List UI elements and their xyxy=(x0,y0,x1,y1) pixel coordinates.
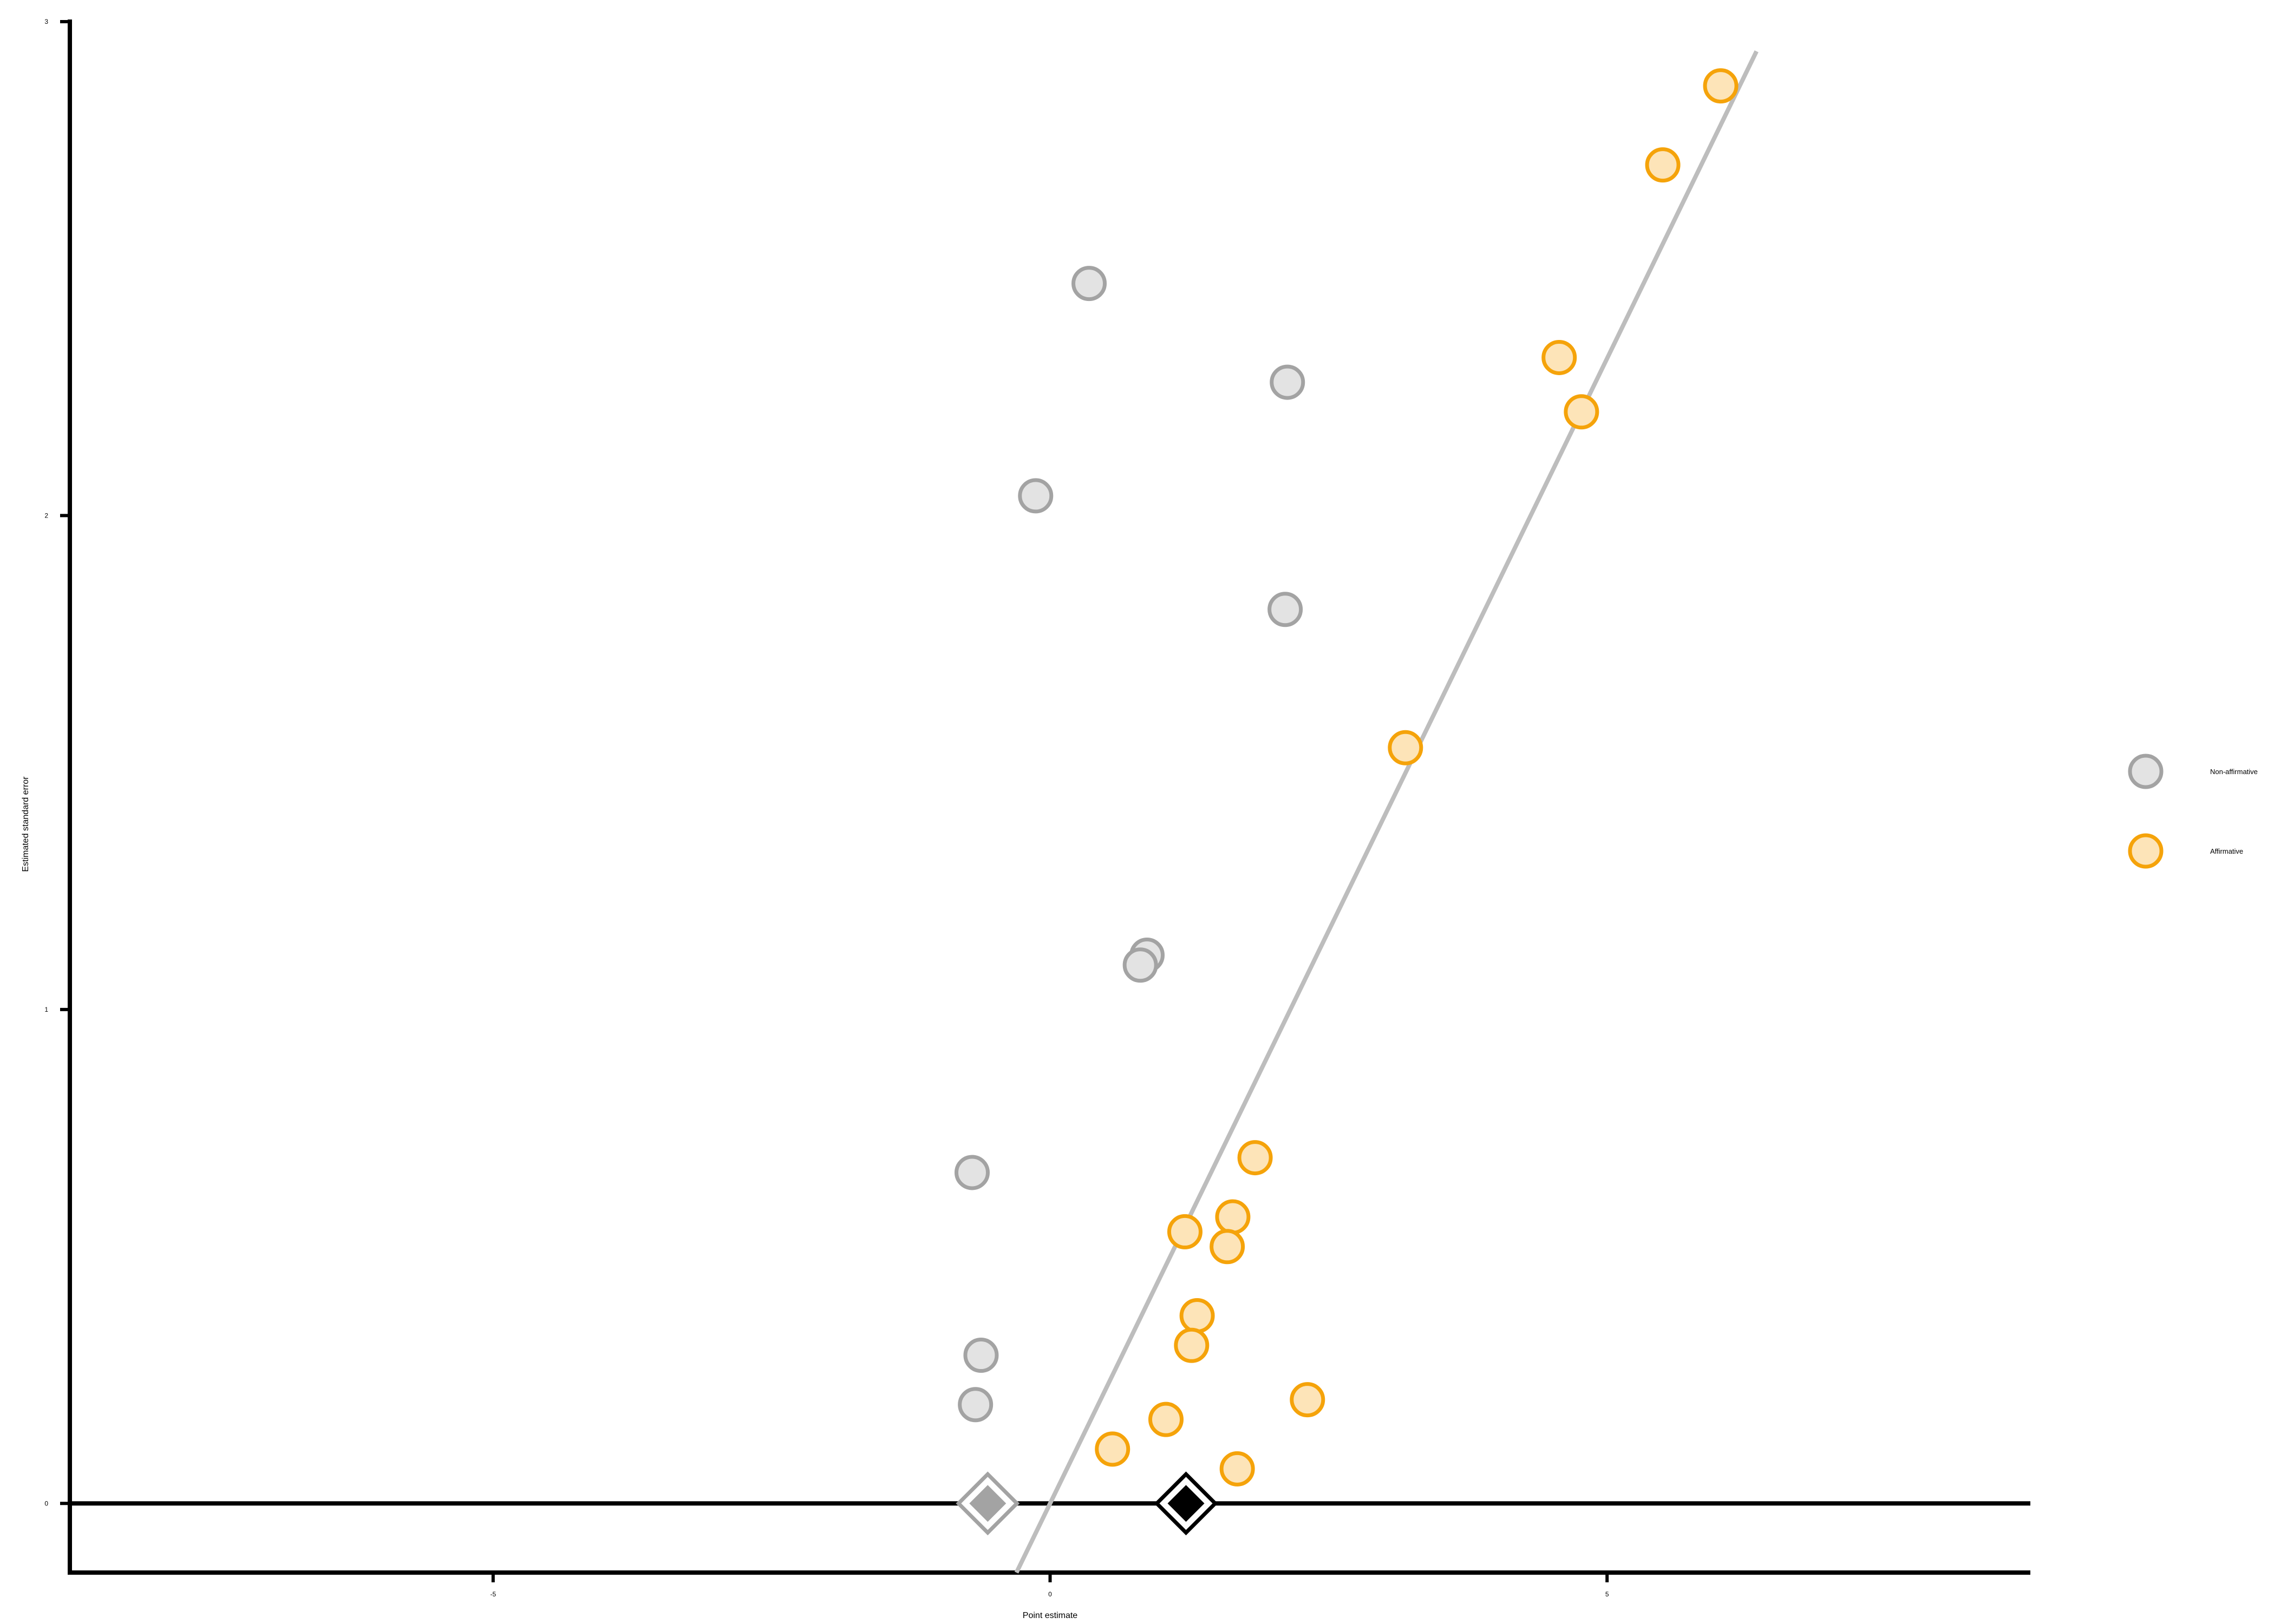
legend-swatch-non-affirmative xyxy=(2128,754,2164,789)
x-tick-label: 0 xyxy=(1048,1590,1052,1598)
y-tick-label: 3 xyxy=(44,18,48,25)
non-affirmative-point xyxy=(1267,592,1303,627)
non-affirmative-point xyxy=(1018,478,1054,514)
axes xyxy=(68,19,2030,1575)
non-affirmative-point xyxy=(954,1155,990,1190)
affirmative-point xyxy=(1167,1214,1203,1249)
non-affirmative-summary-diamond xyxy=(969,1485,1007,1522)
affirmative-point xyxy=(1237,1140,1273,1176)
x-tick-label: -5 xyxy=(490,1590,496,1598)
legend-label-non-affirmative: Non-affirmative xyxy=(2210,768,2258,776)
affirmative-point xyxy=(1388,730,1423,765)
affirmative-point xyxy=(1174,1327,1210,1363)
y-tick-label: 0 xyxy=(44,1499,48,1507)
affirmative-point xyxy=(1219,1451,1255,1487)
non-affirmative-point xyxy=(1270,364,1305,400)
affirmative-point xyxy=(1564,394,1599,430)
non-affirmative-point xyxy=(1071,266,1107,302)
affirmative-point xyxy=(1210,1229,1245,1265)
affirmative-point xyxy=(1703,68,1739,104)
affirmative-summary-diamond xyxy=(1167,1485,1205,1522)
x-tick-label: 5 xyxy=(1605,1590,1609,1598)
affirmative-point xyxy=(1215,1199,1251,1235)
data-points xyxy=(954,68,1739,1487)
non-affirmative-point xyxy=(958,1387,994,1423)
y-axis-title: Estimated standard error xyxy=(21,776,30,872)
summary-estimates xyxy=(956,1471,1218,1536)
affirmative-point xyxy=(1148,1402,1184,1437)
significance-threshold-line xyxy=(1014,50,1759,1574)
y-tick-label: 2 xyxy=(44,512,48,519)
affirmative-point xyxy=(1179,1298,1215,1334)
affirmative-point xyxy=(1290,1382,1325,1418)
affirmative-point xyxy=(1645,147,1681,183)
non-affirmative-point xyxy=(963,1338,999,1373)
legend-swatch-affirmative xyxy=(2128,833,2164,869)
x-axis-title: Point estimate xyxy=(1023,1611,1077,1620)
ticks: -5 0 5 0 1 2 3 xyxy=(44,18,1609,1598)
y-tick-label: 1 xyxy=(44,1006,48,1013)
affirmative-point xyxy=(1541,339,1577,375)
non-affirmative-point xyxy=(1122,947,1158,983)
legend-label-affirmative: Affirmative xyxy=(2210,847,2243,855)
legend: Non-affirmative Affirmative xyxy=(2128,754,2258,869)
affirmative-point xyxy=(1095,1431,1131,1467)
